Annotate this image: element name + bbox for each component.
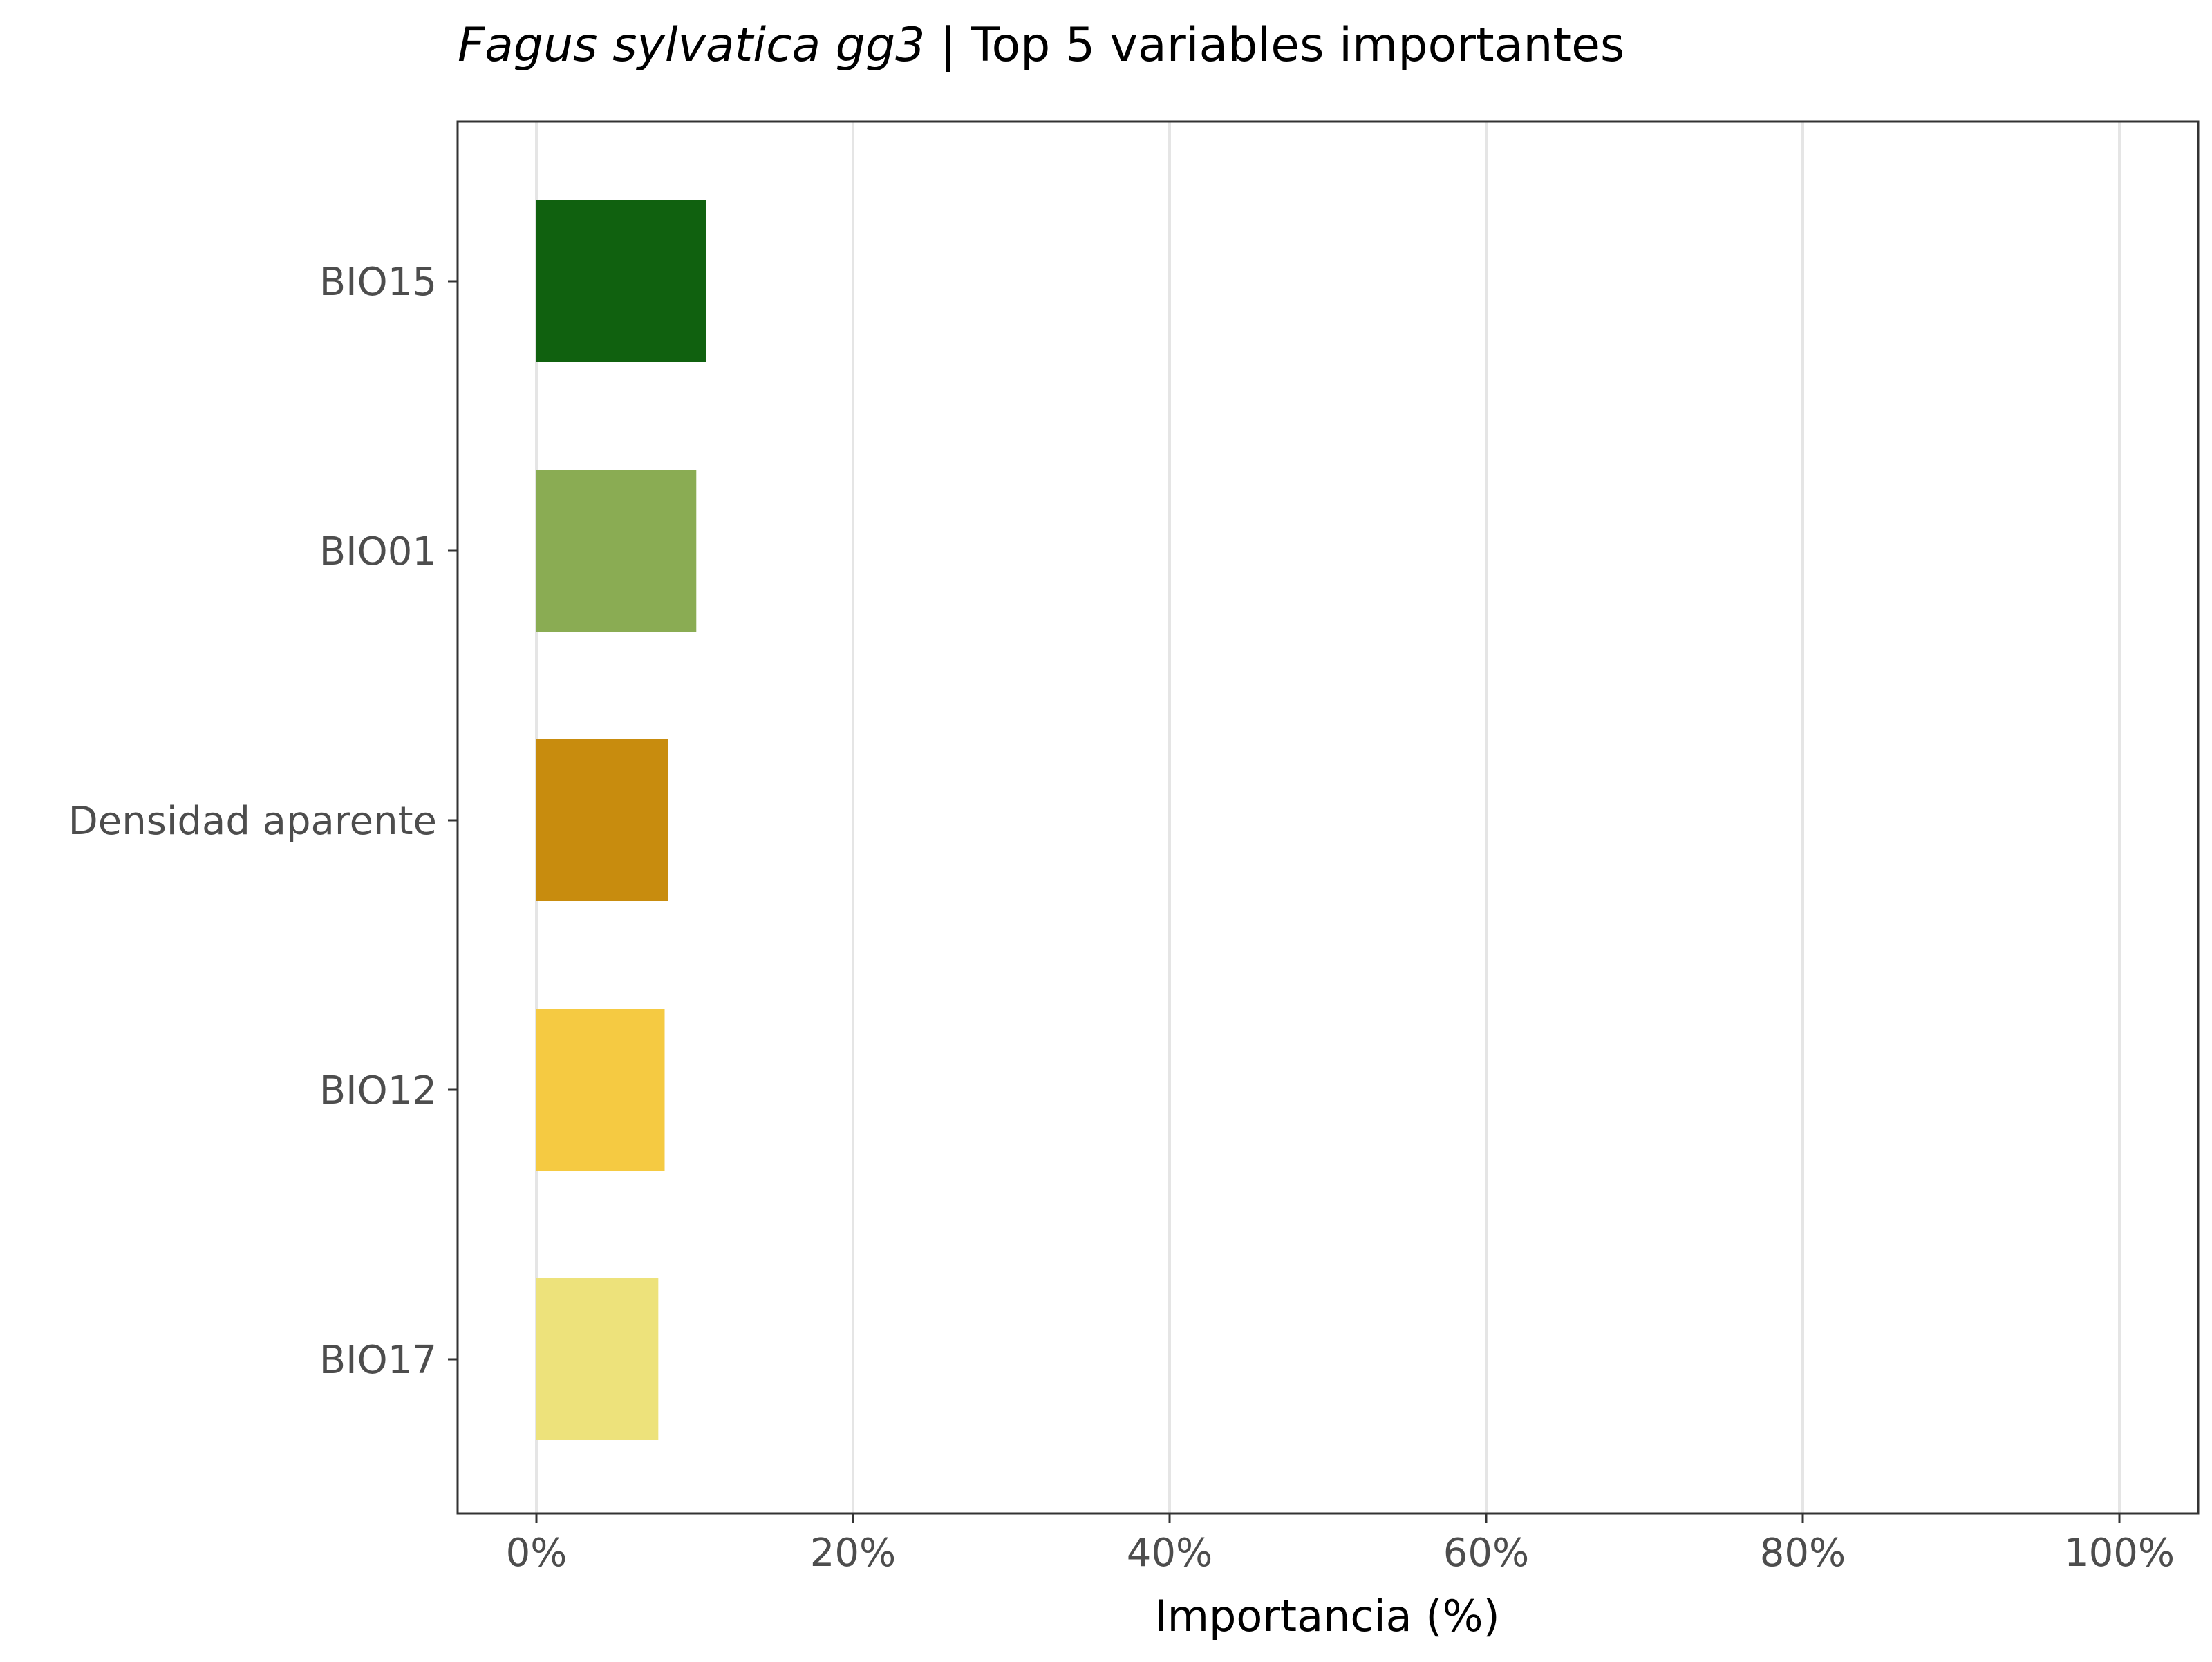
x-tick-label: 80% (1760, 1531, 1846, 1576)
bar (536, 470, 697, 632)
plot-panel-border (456, 120, 2200, 1515)
y-tick-label: Densidad aparente (68, 799, 437, 844)
chart-title-species: Fagus sylvatica gg3 (458, 18, 925, 73)
chart-title-rest: | Top 5 variables importantes (925, 18, 1624, 73)
grid-lines (535, 122, 2121, 1513)
bar (536, 200, 706, 362)
bar (536, 1278, 659, 1440)
bars (536, 200, 706, 1440)
bar (536, 739, 668, 901)
x-tick-label: 60% (1443, 1531, 1529, 1576)
x-axis-title: Importancia (%) (1154, 1591, 1499, 1641)
chart-title: Fagus sylvatica gg3 | Top 5 variables im… (458, 18, 1624, 73)
y-tick-label: BIO12 (319, 1068, 437, 1113)
x-tick-label: 0% (506, 1531, 568, 1576)
bar (536, 1009, 665, 1171)
y-tick-label: BIO01 (319, 529, 437, 574)
y-tick-label: BIO17 (319, 1338, 437, 1383)
x-axis: 0% 20% 40% 60% 80% 100% (506, 1513, 2175, 1576)
y-axis: BIO15 BIO01 Densidad aparente BIO12 BIO17 (68, 260, 458, 1383)
x-tick-label: 20% (810, 1531, 896, 1576)
x-tick-label: 100% (2064, 1531, 2175, 1576)
y-tick-label: BIO15 (319, 260, 437, 305)
x-tick-label: 40% (1127, 1531, 1212, 1576)
